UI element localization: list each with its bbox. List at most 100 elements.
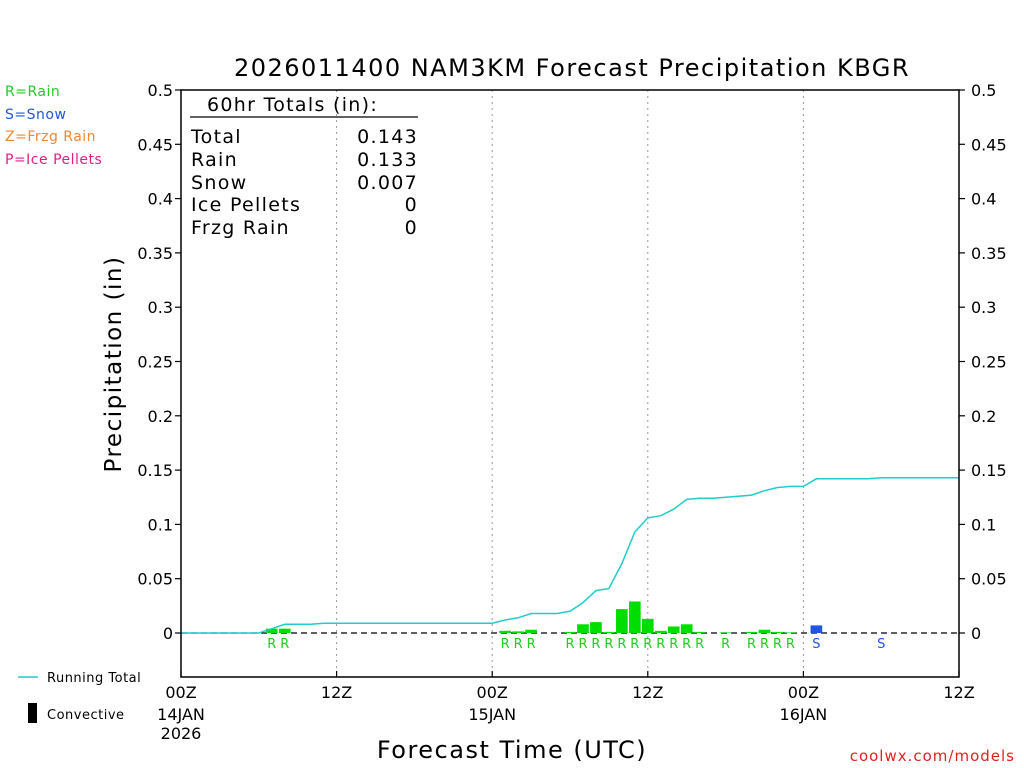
y-tick-label-right: 0.4 xyxy=(971,190,996,209)
ptype-label-45h: R xyxy=(760,637,769,652)
y-tick-label-left: 0.35 xyxy=(137,244,173,263)
y-tick-label-right: 0.5 xyxy=(971,81,996,100)
y-tick-label-left: 0.4 xyxy=(148,190,173,209)
ptype-label-31h: R xyxy=(578,637,587,652)
precip-bar-42h xyxy=(719,632,732,633)
ptype-label-32h: R xyxy=(591,637,600,652)
y-tick-label-left: 0.3 xyxy=(148,298,173,317)
convective-legend-swatch xyxy=(28,703,37,723)
totals-value-snow: 0.007 xyxy=(357,172,418,194)
y-tick-label-right: 0.45 xyxy=(971,135,1007,154)
x-axis-label: Forecast Time (UTC) xyxy=(377,736,647,764)
y-tick-label-left: 0 xyxy=(163,624,173,643)
ptype-label-40h: R xyxy=(695,637,704,652)
ptype-label-47h: R xyxy=(786,637,795,652)
x-tick-date: 14JAN xyxy=(157,705,205,724)
totals-header: 60hr Totals (in): xyxy=(207,94,378,116)
ptype-label-33h: R xyxy=(604,637,613,652)
axes: 0.5 0.5 0.45 0.45 0.4 0.4 0.35 0.35 0.3 0.3 0.25 0.… xyxy=(137,81,1006,743)
precip-bar-47h xyxy=(784,632,797,633)
ptype-label-38h: R xyxy=(669,637,678,652)
x-tick-year: 2026 xyxy=(161,724,202,743)
running-total-line xyxy=(181,476,959,634)
y-tick-label-right: 0.3 xyxy=(971,298,996,317)
y-tick-label-left: 0.05 xyxy=(137,570,173,589)
ptype-label-54h: S xyxy=(877,637,885,652)
precip-bar-26h xyxy=(512,631,524,633)
precip-bar-40h xyxy=(693,631,706,633)
y-tick-label-left: 0.1 xyxy=(148,515,173,534)
totals-label-frzg-rain: Frzg Rain xyxy=(191,217,290,239)
x-tick-label: 12Z xyxy=(943,683,974,702)
x-tick-label: 00Z xyxy=(788,683,819,702)
x-tick-label: 00Z xyxy=(477,683,508,702)
y-tick-label-left: 0.5 xyxy=(148,81,173,100)
precip-bar-35h xyxy=(628,601,641,633)
totals-value-total: 0.143 xyxy=(357,126,418,148)
y-tick-label-left: 0.25 xyxy=(137,353,173,372)
running-total-series xyxy=(181,476,959,634)
precip-bar-30h xyxy=(564,631,576,633)
totals-label-rain: Rain xyxy=(191,149,238,171)
plot-frame xyxy=(180,89,960,678)
precip-bar-8h xyxy=(278,628,291,633)
credit-link[interactable]: coolwx.com/models xyxy=(850,747,1015,765)
ptype-label-49h: S xyxy=(812,637,820,652)
ptype-label-30h: R xyxy=(565,637,574,652)
ptype-label-27h: R xyxy=(527,637,536,652)
line-legend: Running Total Convective xyxy=(18,671,141,723)
x-tick-label: 12Z xyxy=(632,683,663,702)
ptype-label-35h: R xyxy=(630,637,639,652)
chart-title: 2026011400 NAM3KM Forecast Precipitation… xyxy=(234,54,910,82)
legend-ice-pellets: P=Ice Pellets xyxy=(5,152,102,168)
x-tick-label: 00Z xyxy=(165,683,196,702)
y-tick-label-right: 0 xyxy=(971,624,981,643)
x-tick-label: 12Z xyxy=(321,683,352,702)
legend-rain: R=Rain xyxy=(5,84,60,100)
y-tick-label-right: 0.2 xyxy=(971,407,996,426)
ptype-label-26h: R xyxy=(514,637,523,652)
totals-value-frzg-rain: 0 xyxy=(405,217,418,239)
precip-bar-25h xyxy=(499,630,512,633)
totals-label-ice-pellets: Ice Pellets xyxy=(191,194,301,216)
precip-bar-45h xyxy=(758,629,771,633)
y-tick-label-right: 0.35 xyxy=(971,244,1007,263)
ptype-label-39h: R xyxy=(682,637,691,652)
ptype-label-37h: R xyxy=(656,637,665,652)
precip-bar-36h xyxy=(641,618,654,633)
ptype-label-8h: R xyxy=(280,637,289,652)
precip-bar-38h xyxy=(667,626,680,633)
precip-bar-33h xyxy=(603,631,615,633)
y-tick-label-right: 0.05 xyxy=(971,570,1007,589)
precip-bar-32h xyxy=(590,622,602,633)
ptype-label-42h: R xyxy=(721,637,730,652)
totals-value-rain: 0.133 xyxy=(357,149,418,171)
precip-bar-27h xyxy=(525,629,537,633)
y-tick-label-right: 0.1 xyxy=(971,515,996,534)
precip-bar-7h xyxy=(265,628,278,633)
vertical-gridlines xyxy=(336,90,804,677)
x-tick-date: 16JAN xyxy=(780,705,828,724)
ptype-legend: R=Rain S=Snow Z=Frzg Rain P=Ice Pellets xyxy=(5,84,102,168)
precip-bar-44h xyxy=(745,631,758,633)
running-total-legend-label: Running Total xyxy=(47,671,141,686)
precip-bar-31h xyxy=(577,624,589,633)
precip-bar-46h xyxy=(771,631,784,633)
y-tick-label-right: 0.25 xyxy=(971,353,1007,372)
precip-bar-39h xyxy=(680,624,693,633)
precip-bar-37h xyxy=(654,630,667,633)
ptype-label-44h: R xyxy=(747,637,756,652)
ptype-label-36h: R xyxy=(643,637,652,652)
y-tick-label-left: 0.2 xyxy=(148,407,173,426)
y-tick-label-left: 0.45 xyxy=(137,135,173,154)
totals-value-ice-pellets: 0 xyxy=(405,194,418,216)
legend-snow: S=Snow xyxy=(5,107,66,123)
totals-box: 60hr Totals (in): Total 0.143 Rain 0.133… xyxy=(190,94,418,239)
y-tick-label-right: 0.15 xyxy=(971,461,1007,480)
totals-label-snow: Snow xyxy=(191,172,247,194)
ptype-label-7h: R xyxy=(267,637,276,652)
convective-legend-label: Convective xyxy=(47,708,125,723)
x-tick-date: 15JAN xyxy=(468,705,516,724)
